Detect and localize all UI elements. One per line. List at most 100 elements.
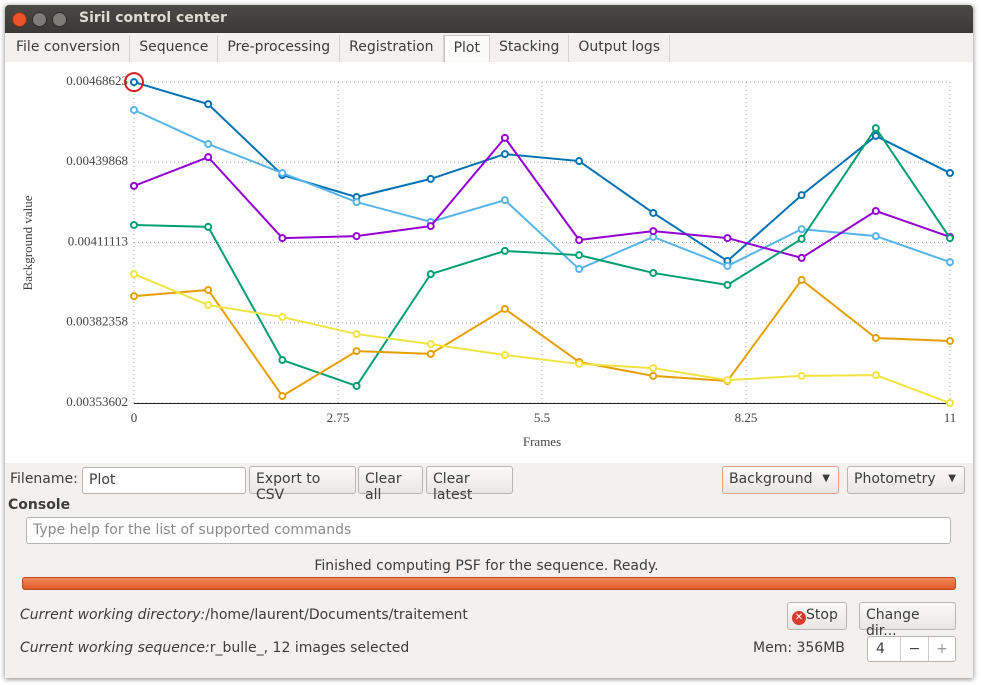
sequence-name: r_bulle_, 12 images selected <box>209 640 410 656</box>
stop-button[interactable]: ✕ Stop <box>787 602 847 630</box>
background-dropdown[interactable]: Background ▼ <box>722 466 839 494</box>
data-point <box>871 206 880 215</box>
data-point <box>426 340 435 349</box>
data-point <box>649 208 658 217</box>
data-point <box>723 234 732 243</box>
clear-all-button[interactable]: Clear all <box>358 466 423 503</box>
data-point <box>500 304 509 313</box>
series-line <box>133 278 951 398</box>
selection-ring <box>124 72 144 93</box>
data-point <box>797 371 806 380</box>
data-point <box>575 359 584 368</box>
data-point <box>130 292 138 301</box>
spin-minus[interactable]: − <box>900 637 928 661</box>
data-point <box>278 169 287 178</box>
tab[interactable]: File conversion <box>7 35 131 62</box>
stop-icon: ✕ <box>792 611 806 625</box>
data-point <box>352 330 361 339</box>
data-point <box>130 270 138 279</box>
spin-value: 4 <box>876 641 885 657</box>
thread-spinbox[interactable]: 4 − + <box>867 636 956 662</box>
data-point <box>352 347 361 356</box>
data-point <box>797 253 806 262</box>
data-point <box>352 232 361 241</box>
data-point <box>649 227 658 236</box>
tab[interactable]: Output logs <box>569 35 671 62</box>
y-tick-label: 0.00468623 <box>66 73 128 88</box>
data-point <box>426 270 435 279</box>
tab-bar: File conversion Sequence Pre-processing … <box>7 35 671 62</box>
series-line <box>133 273 951 404</box>
x-axis-label: Frames <box>523 434 561 449</box>
title-bar: Siril control center <box>5 5 973 33</box>
data-point <box>797 234 806 243</box>
data-point <box>426 349 435 358</box>
sequence-label: Current working sequence: <box>20 640 210 656</box>
dropdown-text: Photometry <box>854 471 936 487</box>
data-point <box>797 191 806 200</box>
data-point <box>649 364 658 373</box>
data-point <box>723 376 732 385</box>
tab[interactable]: Registration <box>340 35 444 62</box>
sequence-line: Current working sequence:r_bulle_, 12 im… <box>20 640 409 656</box>
dropdown-arrow: ▼ <box>822 473 830 484</box>
command-entry[interactable]: Type help for the list of supported comm… <box>26 517 951 544</box>
status-text: Finished computing PSF for the sequence.… <box>314 558 659 574</box>
data-point <box>649 268 658 277</box>
tab[interactable]: Pre-processing <box>218 35 341 62</box>
progress-bar <box>22 577 956 590</box>
y-axis-label: Background value <box>20 195 35 290</box>
plot-panel: Frames Background value 0.00353602 0.0038… <box>5 62 973 463</box>
close-button[interactable] <box>12 12 27 27</box>
window: Siril control center File conversion Seq… <box>5 5 973 678</box>
memory-label: Mem: 356MB <box>753 640 845 656</box>
spin-plus[interactable]: + <box>928 637 955 661</box>
data-point <box>797 275 806 284</box>
minimize-button[interactable] <box>32 12 47 27</box>
tab[interactable]: Sequence <box>130 35 219 62</box>
tab-active[interactable]: Plot <box>443 35 490 62</box>
data-point <box>500 133 509 142</box>
data-point <box>204 100 213 109</box>
data-point <box>649 371 658 380</box>
dropdown-arrow: ▼ <box>948 473 956 484</box>
data-point <box>500 351 509 360</box>
photometry-dropdown[interactable]: Photometry ▼ <box>847 466 965 494</box>
y-tick-label: 0.00382358 <box>66 314 128 329</box>
data-point <box>204 153 213 162</box>
data-point <box>946 234 954 243</box>
tab[interactable]: Stacking <box>490 35 570 62</box>
data-point <box>352 198 361 207</box>
export-button[interactable]: Export to CSV <box>249 466 356 503</box>
data-point <box>204 222 213 231</box>
filename-label: Filename: <box>10 471 78 487</box>
cwd-path: /home/laurent/Documents/traitement <box>205 607 468 623</box>
data-point <box>946 337 954 346</box>
data-point <box>723 280 732 289</box>
data-point <box>871 232 880 241</box>
data-point <box>575 157 584 166</box>
data-point <box>797 225 806 234</box>
data-point <box>871 124 880 133</box>
filename-entry[interactable]: Plot <box>82 467 246 494</box>
console-label: Console <box>8 497 71 513</box>
data-point <box>723 261 732 270</box>
data-point <box>130 105 138 114</box>
stop-text: Stop <box>806 607 838 623</box>
data-point <box>871 371 880 380</box>
x-tick-label: 2.75 <box>327 410 350 425</box>
data-point <box>500 196 509 205</box>
cwd-line: Current working directory:/home/laurent/… <box>20 607 468 623</box>
x-tick-label: 0 <box>131 410 138 425</box>
y-tick-label: 0.00439868 <box>66 153 128 168</box>
clear-latest-button[interactable]: Clear latest <box>426 466 513 503</box>
data-point <box>204 301 213 310</box>
series-line <box>133 81 951 263</box>
x-tick-label: 5.5 <box>534 410 550 425</box>
data-point <box>575 265 584 274</box>
data-point <box>500 246 509 255</box>
change-dir-button[interactable]: Change dir... <box>859 602 956 639</box>
series-line <box>133 126 951 388</box>
maximize-button[interactable] <box>52 12 67 27</box>
